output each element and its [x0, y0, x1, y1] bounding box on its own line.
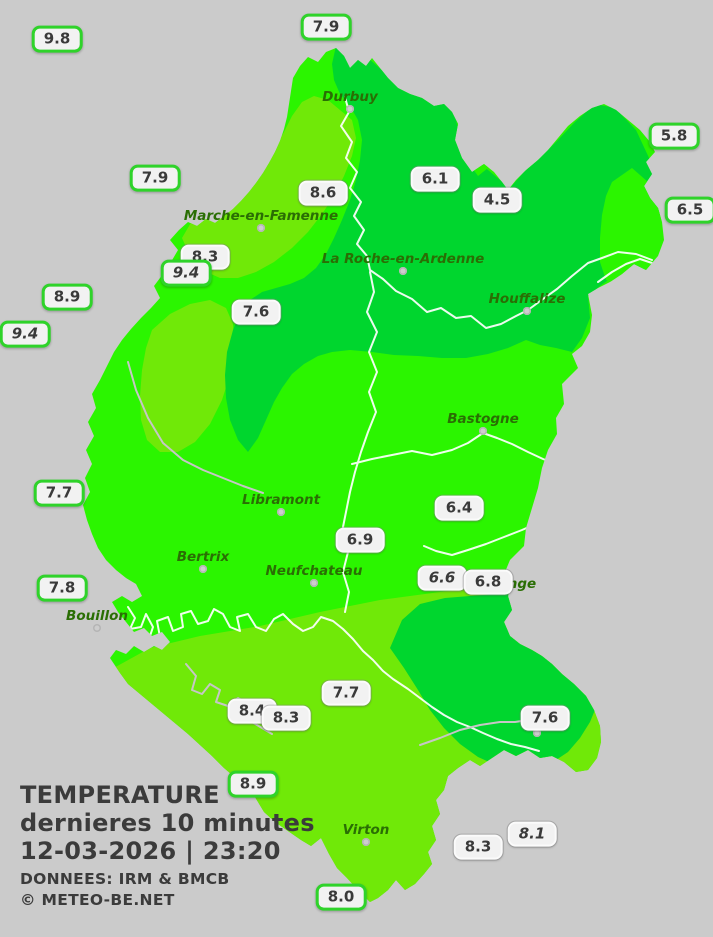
temperature-value: 5.8: [660, 126, 688, 145]
temperature-station-label: 5.8: [648, 122, 700, 150]
temperature-station-label: 8.9: [227, 770, 279, 798]
temperature-station-label: 8.1: [507, 821, 557, 847]
city-name: Libramont: [241, 492, 321, 508]
temperature-station-label: 7.7: [321, 680, 371, 706]
boundary-southeast: [419, 719, 529, 746]
city-dot-icon: [362, 838, 370, 846]
temperature-value: 6.1: [421, 169, 449, 188]
temperature-value: 7.6: [242, 302, 270, 321]
city-dot-icon: [533, 729, 541, 737]
city-dot-icon: [346, 105, 354, 113]
city-dot-icon: [93, 624, 101, 632]
city-dot-icon: [310, 579, 318, 587]
temperature-station-label: 7.7: [33, 479, 85, 507]
temperature-station-label: 8.3: [453, 834, 503, 860]
temperature-value: 8.9: [239, 774, 267, 793]
temperature-value: 8.4: [238, 701, 266, 720]
city-name: Bouillon: [66, 608, 128, 624]
temperature-station-label: 7.6: [520, 705, 570, 731]
temperature-station-label: 8.9: [41, 283, 93, 311]
temperature-value: 4.5: [483, 190, 511, 209]
temperature-value: 7.7: [45, 483, 73, 502]
temperature-station-label: 4.5: [472, 187, 522, 213]
map-datetime: 12-03-2026 | 23:20: [20, 837, 281, 865]
city-name: Durbuy: [322, 89, 378, 105]
temperature-value: 8.3: [464, 837, 492, 856]
copyright-credit: © METEO-BE.NET: [20, 891, 175, 909]
temperature-station-label: 6.9: [335, 527, 385, 553]
data-source-credit: DONNEES: IRM & BMCB: [20, 870, 230, 888]
temperature-value: 6.6: [428, 568, 456, 587]
temperature-station-label: 6.1: [410, 166, 460, 192]
city-name: Marche-en-Famenne: [183, 208, 339, 224]
river-bastogne: [351, 432, 557, 465]
boundary-west: [127, 361, 264, 494]
temperature-value: 7.6: [531, 708, 559, 727]
city-dot-icon: [199, 565, 207, 573]
temperature-value: 7.7: [332, 683, 360, 702]
temperature-station-label: 6.4: [434, 495, 484, 521]
temperature-station-label: 6.6: [417, 565, 467, 591]
city-dot-icon: [399, 267, 407, 275]
river-northeast: [597, 258, 653, 283]
temperature-value: 7.9: [141, 168, 169, 187]
temperature-station-label: 8.0: [315, 883, 367, 911]
city-name: Bastogne: [447, 411, 519, 427]
temperature-station-label: 7.9: [300, 13, 352, 41]
temperature-value: 6.5: [676, 200, 704, 219]
title-block: TEMPERATURE dernieres 10 minutes 12-03-2…: [20, 781, 315, 911]
temperature-value: 8.1: [518, 824, 546, 843]
temperature-value: 8.3: [272, 708, 300, 727]
city-dot-icon: [257, 224, 265, 232]
temperature-value: 7.8: [48, 578, 76, 597]
temperature-value: 9.8: [43, 29, 71, 48]
temperature-station-label: 7.9: [129, 164, 181, 192]
temperature-station-label: 8.3: [261, 705, 311, 731]
temperature-value: 8.6: [309, 183, 337, 202]
map-subtitle: dernieres 10 minutes: [20, 809, 315, 837]
map-title: TEMPERATURE: [20, 781, 220, 809]
cold-region-north: [225, 48, 660, 452]
temperature-value: 8.0: [327, 887, 355, 906]
temperature-station-label: 7.8: [36, 574, 88, 602]
temperature-value: 8.9: [53, 287, 81, 306]
city-name: Virton: [342, 822, 390, 838]
temperature-value: 6.9: [346, 530, 374, 549]
river-semois: [127, 606, 540, 752]
temperature-station-label: 7.6: [231, 299, 281, 325]
city-name: La Roche-en-Ardenne: [321, 251, 485, 267]
temperature-value: 6.4: [445, 498, 473, 517]
warm-region-west: [140, 300, 234, 452]
temperature-station-label: 9.4: [0, 320, 51, 348]
temperature-value: 9.4: [172, 263, 200, 282]
temperature-station-label: 6.5: [664, 196, 713, 224]
river-center: [341, 271, 378, 613]
river-ourthe: [340, 96, 653, 329]
temperature-station-label: 9.4: [160, 259, 212, 287]
temperature-value: 7.9: [312, 17, 340, 36]
city-name: nge: [507, 576, 537, 592]
temperature-station-label: 8.4: [227, 698, 277, 724]
base-strip-east: [600, 168, 662, 284]
temperature-station-label: 6.8: [463, 569, 513, 595]
rivers: [127, 96, 653, 752]
city-name: Bertrix: [176, 549, 230, 565]
city-dot-icon: [479, 427, 487, 435]
city-name: Houffalize: [488, 291, 566, 307]
warm-region-northwest: [182, 96, 356, 278]
city-dot-icon: [277, 508, 285, 516]
city-dot-icon: [523, 307, 531, 315]
temperature-station-label: 8.6: [298, 180, 348, 206]
temperature-value: 9.4: [11, 324, 39, 343]
city-name: Neufchateau: [265, 563, 363, 579]
temperature-station-label: 9.8: [31, 25, 83, 53]
temperature-value: 6.8: [474, 572, 502, 591]
